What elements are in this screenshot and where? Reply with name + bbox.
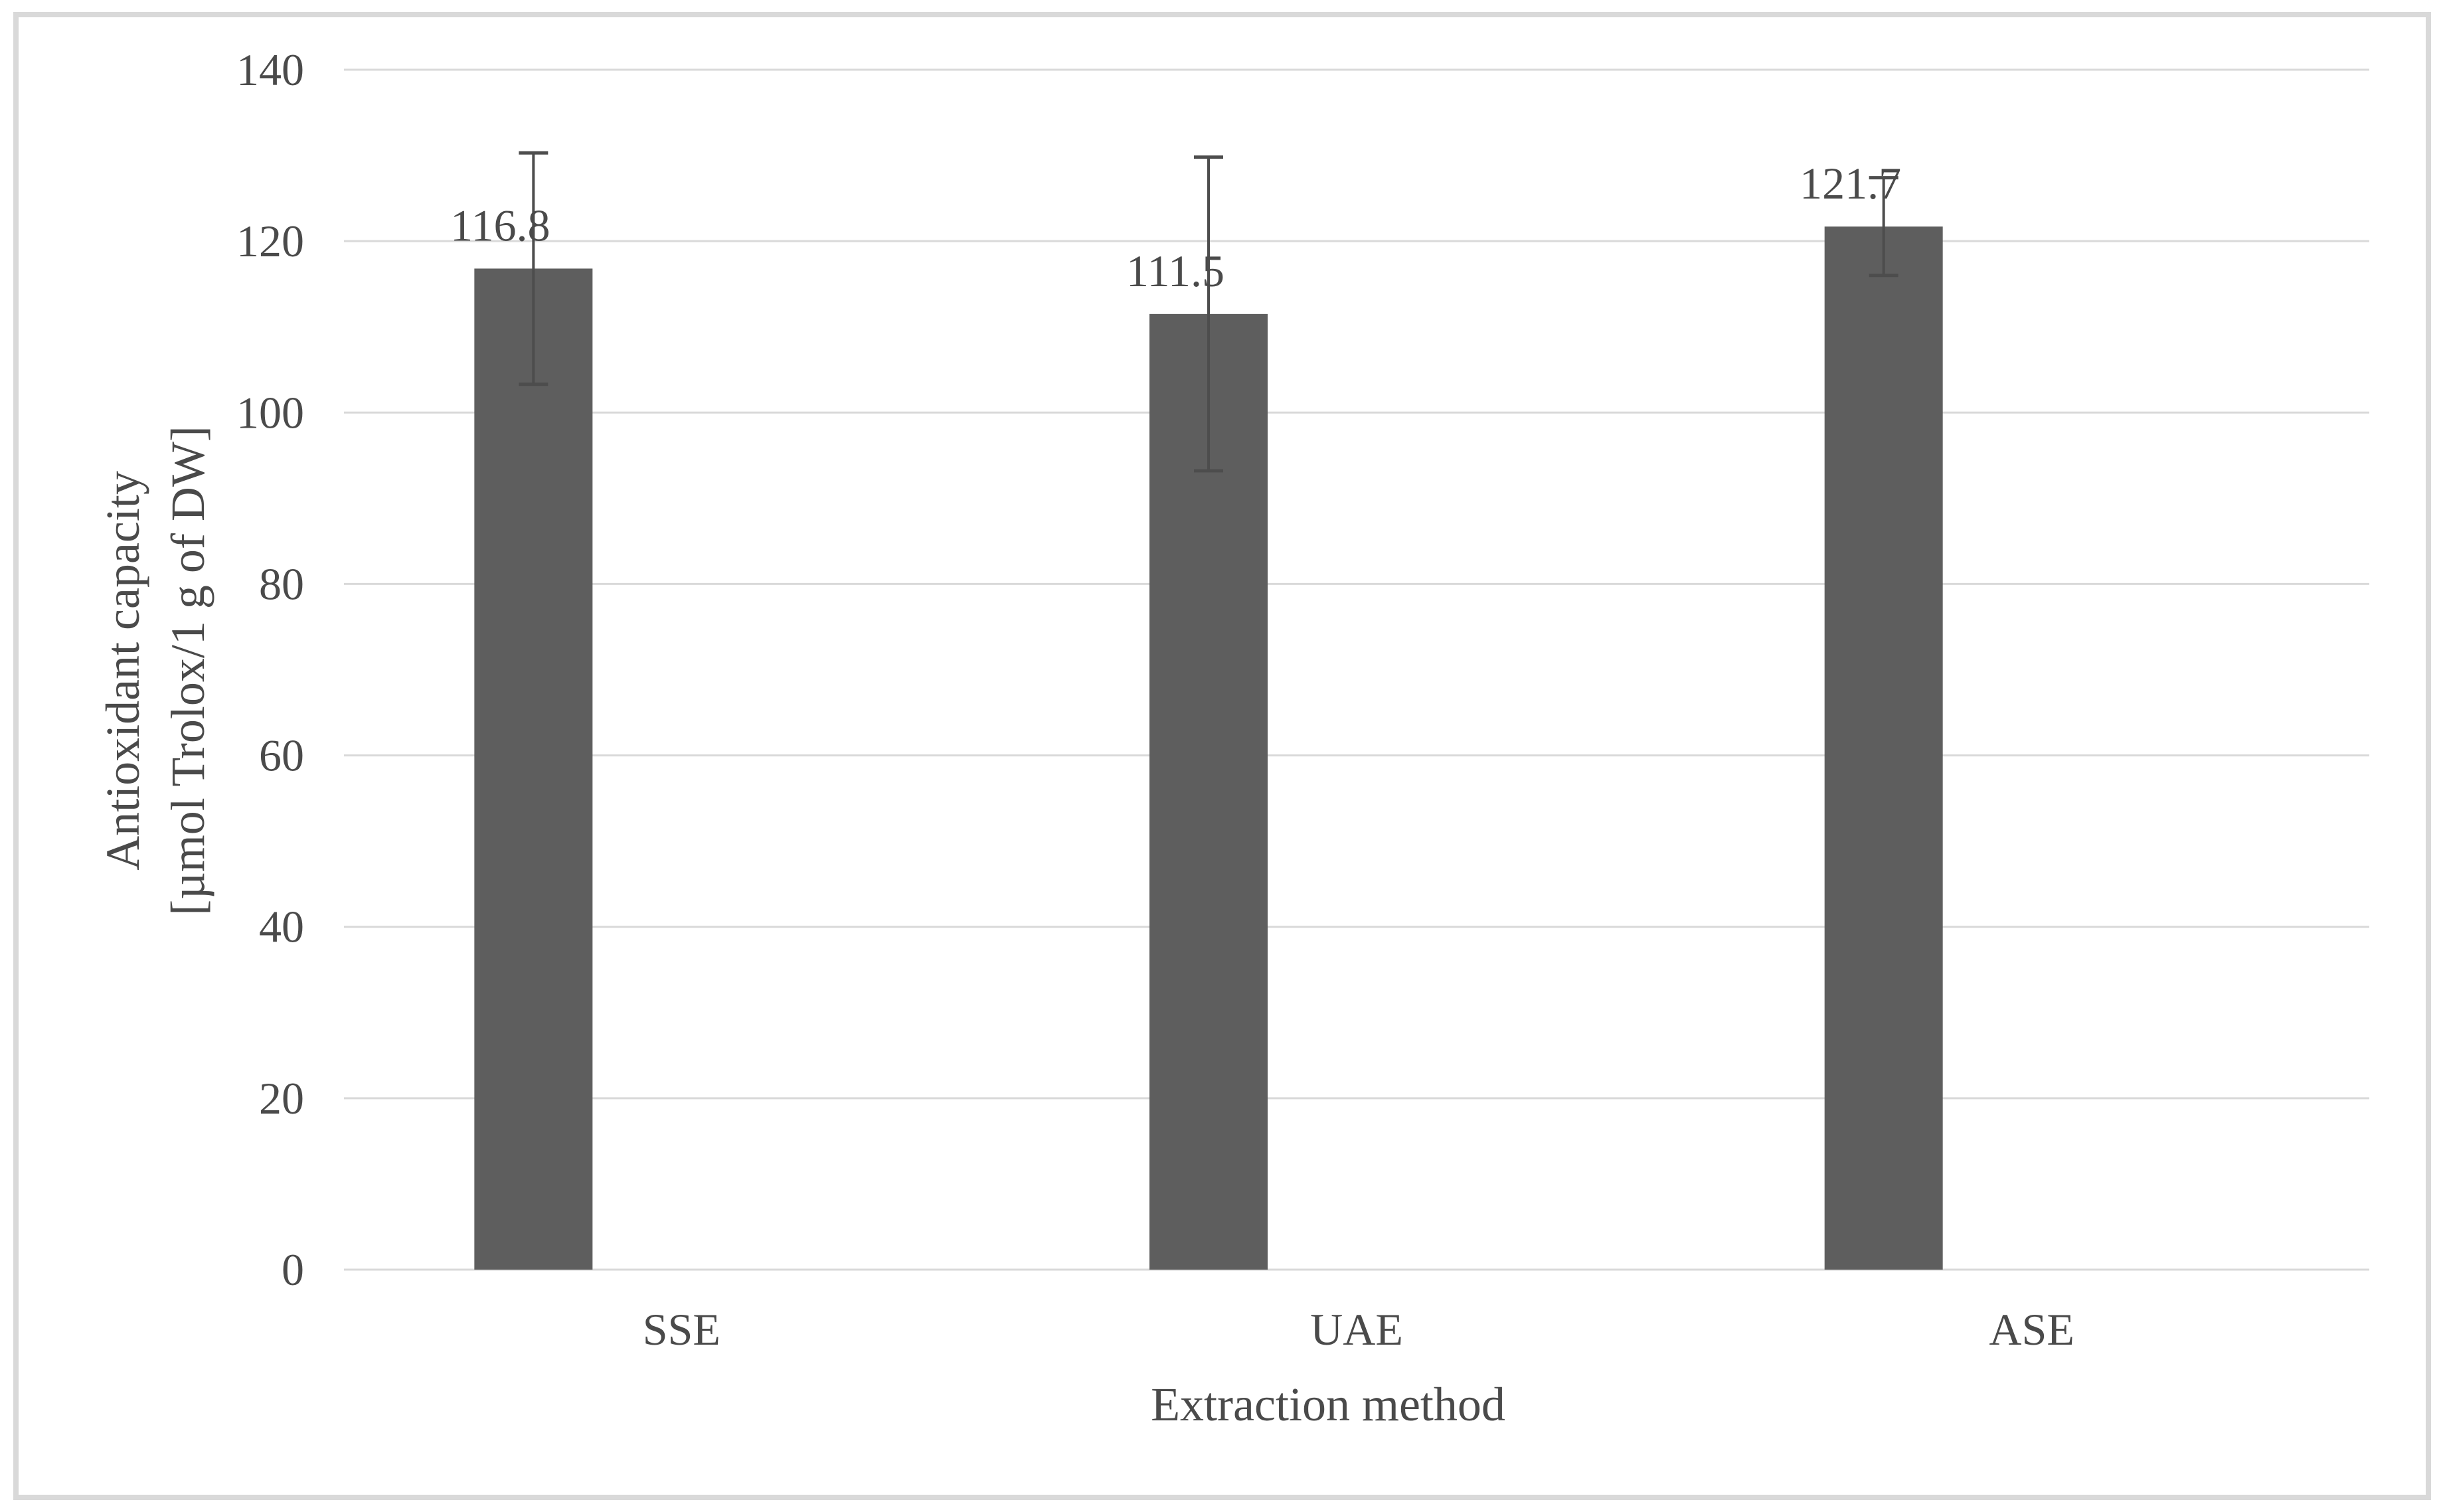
bar-uae <box>1149 313 1268 1270</box>
x-category-label-ase: ASE <box>1989 1304 2074 1355</box>
y-tick-label-140: 140 <box>236 44 304 95</box>
x-category-label-uae: UAE <box>1310 1304 1403 1355</box>
y-axis-title-line-1: Antioxidant capacity <box>96 471 149 871</box>
y-tick-label-0: 0 <box>282 1244 304 1295</box>
value-label-uae: 111.5 <box>1126 246 1224 296</box>
bar-sse <box>474 268 593 1270</box>
y-tick-label-100: 100 <box>236 387 304 438</box>
y-tick-label-20: 20 <box>259 1073 304 1124</box>
value-label-ase: 121.7 <box>1800 158 1901 209</box>
x-category-label-sse: SSE <box>643 1304 720 1355</box>
y-tick-label-40: 40 <box>259 902 304 952</box>
y-axis-title-line-2: [µmol Trolox/1 g of DW] <box>161 426 214 916</box>
value-label-sse: 116.8 <box>450 200 550 250</box>
bar-ase <box>1824 226 1943 1270</box>
y-tick-label-60: 60 <box>259 730 304 781</box>
y-tick-label-120: 120 <box>236 216 304 266</box>
x-axis-title: Extraction method <box>1151 1378 1505 1431</box>
y-tick-label-80: 80 <box>259 558 304 609</box>
